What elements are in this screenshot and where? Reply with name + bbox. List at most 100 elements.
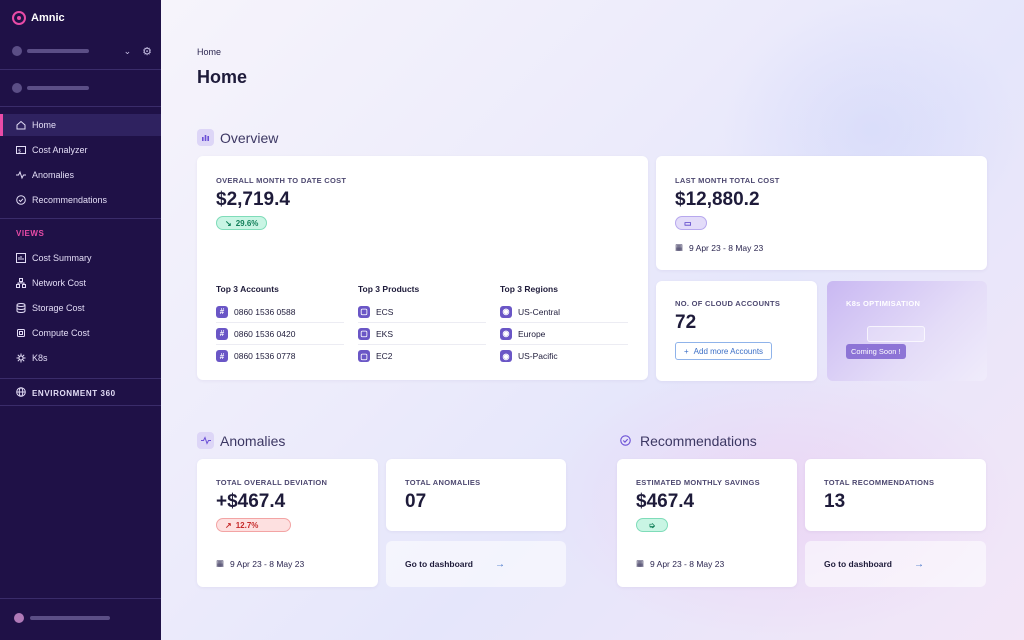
hash-icon: # — [216, 305, 228, 318]
k8s-optimisation-card: K8s OPTIMISATION Coming Soon ! — [827, 281, 987, 381]
calendar-icon: ▦ — [216, 558, 225, 568]
region-name: US-Central — [518, 306, 561, 317]
nav-item-label: Home — [32, 120, 57, 130]
summary-icon — [16, 253, 26, 263]
product-name: EKS — [376, 328, 394, 339]
views-section-label: VIEWS — [16, 229, 45, 238]
list-item[interactable]: ▢ EKS — [358, 323, 486, 345]
nav-item-label: Compute Cost — [32, 328, 90, 338]
list-item[interactable]: ▢ ECS — [358, 301, 486, 323]
mtd-change-value: 29.6% — [235, 218, 259, 228]
savings-label: ESTIMATED MONTHLY SAVINGS — [636, 478, 760, 487]
list-item[interactable]: ◉ US-Central — [500, 301, 628, 323]
account-name-placeholder — [27, 49, 89, 53]
breadcrumb[interactable]: Home — [197, 47, 222, 57]
globe-icon — [16, 387, 26, 399]
list-item[interactable]: ◉ Europe — [500, 323, 628, 345]
gear-icon[interactable]: ⚙ — [142, 45, 152, 58]
cloud-accounts-label: NO. OF CLOUD ACCOUNTS — [675, 299, 781, 308]
top-products-title: Top 3 Products — [358, 284, 420, 294]
nav-item-label: Cost Summary — [32, 253, 92, 263]
cloud-accounts-value: 72 — [675, 312, 697, 333]
brand[interactable]: Amnic — [12, 11, 65, 25]
go-to-dashboard-label: Go to dashboard — [824, 559, 892, 569]
top-products-list: Top 3 Products ▢ ECS ▢ EKS ▢ EC2 — [358, 284, 486, 367]
location-pin-icon: ◉ — [500, 327, 512, 340]
nav-item-recommendations[interactable]: Recommendations — [0, 189, 161, 211]
nav-item-anomalies[interactable]: Anomalies — [0, 164, 161, 186]
mtd-cost-label: OVERALL MONTH TO DATE COST — [216, 176, 347, 185]
page-title: Home — [197, 67, 248, 87]
location-pin-icon: ◉ — [500, 350, 512, 362]
nav-item-cost-summary[interactable]: Cost Summary — [0, 247, 161, 269]
top-regions-list: Top 3 Regions ◉ US-Central ◉ Europe ◉ US-Pa… — [500, 284, 628, 367]
list-item[interactable]: #0860 1536 0420 — [216, 323, 344, 345]
cube-icon: ▢ — [358, 327, 370, 340]
coming-soon-badge: Coming Soon ! — [846, 344, 906, 359]
nav-item-compute-cost[interactable]: Compute Cost — [0, 322, 161, 344]
deviation-change-value: 12.7% — [235, 520, 259, 530]
savings-value: $467.4 — [636, 491, 695, 512]
nav-item-cost-analyzer[interactable]: $ Cost Analyzer — [0, 139, 161, 161]
pulse-icon — [197, 432, 214, 449]
sidebar: Amnic ⌄ ⚙ Home $ Cost Analyzer Anomalies… — [0, 0, 161, 640]
nav-item-network-cost[interactable]: Network Cost — [0, 272, 161, 294]
top-regions-title: Top 3 Regions — [500, 284, 558, 294]
chevron-down-icon[interactable]: ⌄ — [123, 45, 132, 56]
account-avatar — [12, 46, 22, 56]
account-id: 0860 1536 0420 — [234, 328, 296, 339]
network-icon — [16, 278, 26, 288]
total-recommendations-value: 13 — [824, 491, 846, 512]
add-accounts-button[interactable]: + Add more Accounts — [675, 342, 773, 360]
main-content: Home Home Overview OVERALL MONTH TO DATE… — [161, 0, 1024, 640]
recommendations-heading-text: Recommendations — [640, 432, 757, 449]
k8s-label: K8s OPTIMISATION — [846, 299, 921, 308]
list-item[interactable]: ▢ EC2 — [358, 345, 486, 367]
arrow-right-icon: → — [914, 558, 924, 570]
total-recommendations-card: TOTAL RECOMMENDATIONS 13 — [805, 459, 986, 531]
mtd-change-badge: ↘ 29.6% — [216, 216, 268, 230]
total-deviation-card: TOTAL OVERALL DEVIATION +$467.4 ↗ 12.7% … — [197, 459, 378, 587]
nav-item-environment-360[interactable]: ENVIRONMENT 360 — [16, 387, 116, 399]
list-item[interactable]: #0860 1536 0588 — [216, 301, 344, 323]
divider — [0, 598, 161, 599]
recommendations-dashboard-link[interactable]: Go to dashboard → — [805, 541, 986, 587]
account-id: 0860 1536 0588 — [234, 306, 296, 317]
account-switcher[interactable]: ⌄ ⚙ — [12, 44, 152, 58]
region-name: Europe — [518, 328, 546, 339]
check-circle-icon — [16, 195, 26, 205]
nav-item-label: Network Cost — [32, 278, 87, 288]
nav-item-label: Anomalies — [32, 170, 75, 180]
date-range-text: 9 Apr 23 - 8 May 23 — [230, 558, 305, 569]
anomalies-dashboard-link[interactable]: Go to dashboard → — [386, 541, 566, 587]
region-name: US-Pacific — [518, 351, 558, 361]
check-circle-icon — [617, 432, 634, 449]
last-month-date-range: ▦ 9 Apr 23 - 8 May 23 — [675, 242, 763, 253]
product-name: EC2 — [376, 351, 393, 361]
nav-item-k8s[interactable]: K8s — [0, 347, 161, 369]
user-profile[interactable] — [14, 613, 110, 623]
overview-heading-text: Overview — [220, 129, 279, 146]
workspace-avatar — [12, 83, 22, 93]
overview-heading: Overview — [197, 129, 278, 146]
calendar-icon: ▦ — [636, 558, 645, 568]
arrow-up-right-icon: ↗ — [225, 520, 232, 530]
divider — [0, 106, 161, 107]
environment-label: ENVIRONMENT 360 — [32, 388, 116, 398]
k8s-icon — [16, 353, 26, 363]
list-item[interactable]: #0860 1536 0778 — [216, 345, 344, 367]
mtd-cost-value: $2,719.4 — [216, 189, 290, 210]
nav-item-home[interactable]: Home — [0, 114, 161, 136]
savings-date-range: ▦ 9 Apr 23 - 8 May 23 — [636, 558, 724, 569]
workspace-switcher[interactable] — [12, 81, 152, 95]
nav-item-storage-cost[interactable]: Storage Cost — [0, 297, 161, 319]
cube-icon: ▢ — [358, 350, 370, 362]
top-accounts-list: Top 3 Accounts #0860 1536 0588 #0860 153… — [216, 284, 344, 367]
date-range-text: 9 Apr 23 - 8 May 23 — [650, 558, 725, 569]
nav-item-label: Recommendations — [32, 195, 108, 205]
anomalies-heading-text: Anomalies — [220, 432, 286, 449]
list-item[interactable]: ◉ US-Pacific — [500, 345, 628, 367]
hash-icon: # — [216, 350, 228, 362]
deviation-label: TOTAL OVERALL DEVIATION — [216, 478, 328, 487]
arrow-right-icon: → — [495, 558, 505, 570]
